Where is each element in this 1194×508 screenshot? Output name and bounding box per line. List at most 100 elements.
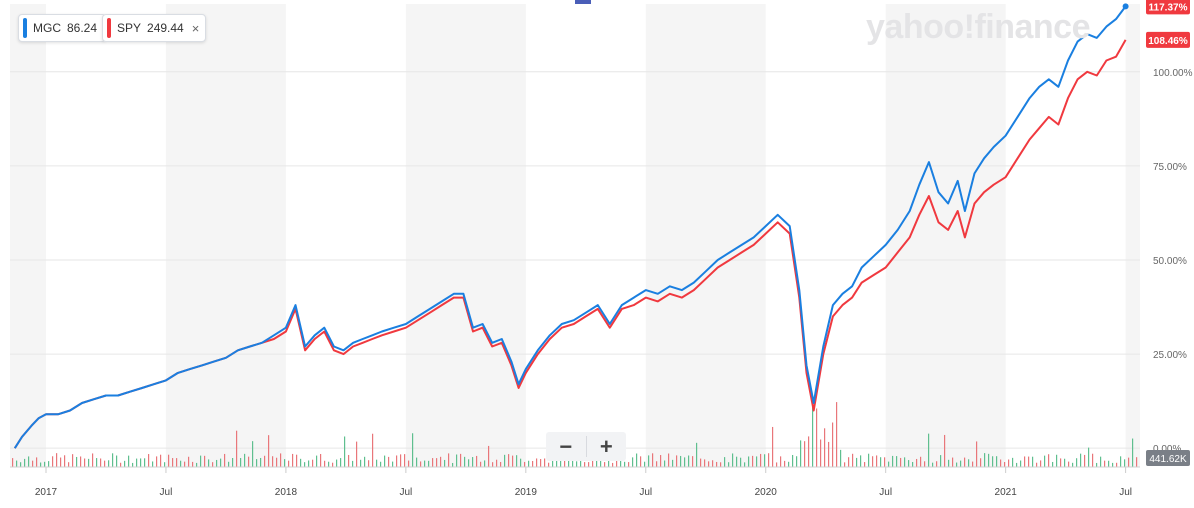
volume-bar [768, 453, 770, 467]
volume-bar [760, 453, 762, 467]
volume-bar [184, 461, 186, 467]
volume-bar [660, 455, 662, 467]
volume-bar [176, 458, 178, 467]
volume-bar [260, 457, 262, 467]
volume-bar [320, 453, 322, 467]
volume-bar [812, 403, 814, 467]
volume-bar [716, 461, 718, 467]
volume-bar [96, 458, 98, 467]
ticker-chip-mgc[interactable]: MGC 86.24 [18, 14, 107, 42]
mgc-end-dot [1122, 3, 1129, 10]
volume-bar [40, 462, 42, 467]
volume-bar [120, 462, 122, 467]
volume-bar [984, 453, 986, 467]
volume-bar [876, 455, 878, 467]
volume-bar [548, 462, 550, 467]
volume-bar [992, 456, 994, 467]
volume-bar [328, 461, 330, 467]
volume-bar [704, 459, 706, 467]
volume-tag-bg [1146, 450, 1190, 466]
mgc-end-tag-bg [1146, 0, 1190, 15]
volume-bar [632, 457, 634, 467]
volume-bar [860, 455, 862, 467]
volume-bar [780, 456, 782, 467]
volume-bar [940, 455, 942, 467]
zoom-in-button[interactable]: + [599, 433, 613, 459]
volume-bar [872, 456, 874, 467]
volume-bar [880, 457, 882, 467]
volume-bar [288, 460, 290, 467]
volume-bar [884, 457, 886, 467]
volume-bar [1092, 453, 1094, 467]
x-tick-label: 2021 [995, 487, 1018, 498]
volume-bar [280, 453, 282, 467]
volume-bar [712, 460, 714, 467]
volume-bar [356, 441, 358, 467]
volume-bar [140, 458, 142, 467]
volume-bar [516, 455, 518, 467]
volume-bar [840, 449, 842, 467]
volume-bar [240, 458, 242, 467]
volume-bar [116, 455, 118, 467]
alternating-month-bands [10, 4, 1140, 467]
volume-bar [856, 457, 858, 467]
volume-bar [772, 426, 774, 467]
ticker-chip-spy[interactable]: SPY 249.44 × [102, 14, 207, 42]
volume-bar [1064, 458, 1066, 467]
volume-bar [420, 461, 422, 467]
volume-bar [676, 455, 678, 467]
volume-bar [572, 458, 574, 467]
volume-bar [1008, 459, 1010, 467]
volume-bar [996, 456, 998, 467]
volume-bar [628, 462, 630, 467]
volume-bar [316, 455, 318, 467]
volume-bar [312, 459, 314, 467]
volume-bar [636, 453, 638, 467]
volume-bar [196, 462, 198, 467]
volume-bar [600, 456, 602, 467]
volume-bar [84, 458, 86, 467]
volume-bar [888, 461, 890, 467]
volume-bar [324, 460, 326, 467]
volume-bar [168, 454, 170, 467]
volume-bar [896, 456, 898, 467]
remove-spy-close-icon[interactable]: × [191, 20, 200, 36]
volume-bar [296, 454, 298, 467]
volume-bar [556, 458, 558, 467]
volume-bar [892, 455, 894, 467]
volume-bar [228, 461, 230, 467]
volume-bar [652, 453, 654, 467]
volume-bar [408, 460, 410, 467]
volume-bar [112, 453, 114, 467]
y-tick-label: 0.00% [1153, 444, 1181, 455]
volume-bar [188, 456, 190, 467]
spy-end-tag-label: 108.46% [1148, 36, 1188, 47]
x-tick-label: Jul [1119, 487, 1132, 498]
volume-bar [844, 462, 846, 467]
volume-bar [64, 455, 66, 467]
volume-bar [56, 453, 58, 467]
volume-bar [464, 456, 466, 467]
volume-bar [1088, 447, 1090, 467]
volume-bar [332, 462, 334, 467]
volume-bar [76, 456, 78, 467]
volume-bar [792, 454, 794, 467]
volume-bar [404, 454, 406, 467]
zoom-out-button[interactable]: − [559, 433, 573, 459]
volume-bar [720, 462, 722, 467]
x-tick-label: Jul [160, 487, 173, 498]
volume-bar [456, 454, 458, 467]
volume-bar [960, 460, 962, 467]
volume-bar [400, 454, 402, 467]
volume-bar [964, 457, 966, 467]
volume-bar [108, 460, 110, 467]
spy-color-bar [107, 18, 111, 38]
mgc-end-tag-label: 117.37% [1149, 2, 1188, 13]
volume-bar [276, 457, 278, 467]
volume-bar [968, 459, 970, 467]
volume-bar [656, 461, 658, 467]
volume-bar [372, 433, 374, 467]
shaded-band [405, 4, 526, 467]
volume-bar [588, 462, 590, 467]
